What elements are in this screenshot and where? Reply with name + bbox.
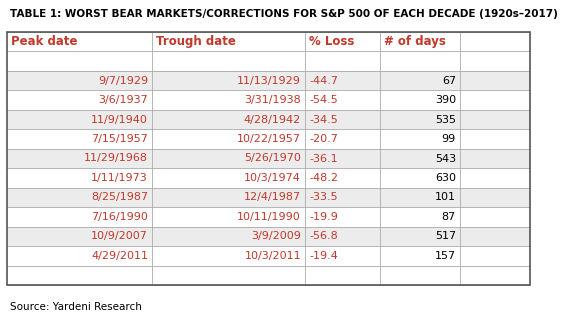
Text: 101: 101 xyxy=(435,193,456,202)
Bar xyxy=(7,188,530,207)
Text: 99: 99 xyxy=(442,134,456,144)
Bar xyxy=(7,149,530,168)
Bar xyxy=(7,129,530,149)
Text: -33.5: -33.5 xyxy=(309,193,337,202)
Text: 10/11/1990: 10/11/1990 xyxy=(237,212,301,222)
Text: 67: 67 xyxy=(442,76,456,86)
Text: 7/15/1957: 7/15/1957 xyxy=(91,134,148,144)
Text: 3/6/1937: 3/6/1937 xyxy=(98,95,148,105)
Text: -36.1: -36.1 xyxy=(309,154,337,163)
Bar xyxy=(7,51,530,71)
Text: Source: Yardeni Research: Source: Yardeni Research xyxy=(10,302,142,312)
Text: 87: 87 xyxy=(442,212,456,222)
Text: 11/29/1968: 11/29/1968 xyxy=(84,154,148,163)
Text: 7/16/1990: 7/16/1990 xyxy=(91,212,148,222)
Text: 157: 157 xyxy=(435,251,456,261)
Text: -44.7: -44.7 xyxy=(309,76,338,86)
Text: % Loss: % Loss xyxy=(309,35,354,48)
Text: 535: 535 xyxy=(435,114,456,125)
Text: 10/3/2011: 10/3/2011 xyxy=(244,251,301,261)
Text: # of days: # of days xyxy=(384,35,446,48)
Text: 10/9/2007: 10/9/2007 xyxy=(91,231,148,241)
Text: -19.9: -19.9 xyxy=(309,212,338,222)
Text: -19.4: -19.4 xyxy=(309,251,338,261)
Text: 4/29/2011: 4/29/2011 xyxy=(91,251,148,261)
Text: 5/26/1970: 5/26/1970 xyxy=(244,154,301,163)
Bar xyxy=(7,227,530,246)
Bar xyxy=(7,207,530,227)
Text: 12/4/1987: 12/4/1987 xyxy=(244,193,301,202)
Text: 8/25/1987: 8/25/1987 xyxy=(91,193,148,202)
Text: 3/31/1938: 3/31/1938 xyxy=(244,95,301,105)
Text: -20.7: -20.7 xyxy=(309,134,338,144)
Text: 9/7/1929: 9/7/1929 xyxy=(98,76,148,86)
Bar xyxy=(7,32,530,51)
Text: 10/22/1957: 10/22/1957 xyxy=(237,134,301,144)
Bar xyxy=(7,71,530,91)
Bar xyxy=(7,110,530,129)
Text: Trough date: Trough date xyxy=(156,35,236,48)
Text: 517: 517 xyxy=(435,231,456,241)
Text: -48.2: -48.2 xyxy=(309,173,338,183)
Text: -34.5: -34.5 xyxy=(309,114,338,125)
Bar xyxy=(7,91,530,110)
Bar xyxy=(7,246,530,266)
Text: 11/13/1929: 11/13/1929 xyxy=(237,76,301,86)
Bar xyxy=(7,32,530,285)
Text: TABLE 1: WORST BEAR MARKETS/CORRECTIONS FOR S&P 500 OF EACH DECADE (1920s–2017): TABLE 1: WORST BEAR MARKETS/CORRECTIONS … xyxy=(10,9,558,19)
Text: 1/11/1973: 1/11/1973 xyxy=(91,173,148,183)
Text: 390: 390 xyxy=(435,95,456,105)
Text: -56.8: -56.8 xyxy=(309,231,338,241)
Bar xyxy=(7,266,530,285)
Text: 543: 543 xyxy=(435,154,456,163)
Bar xyxy=(7,168,530,188)
Text: -54.5: -54.5 xyxy=(309,95,338,105)
Text: Peak date: Peak date xyxy=(11,35,77,48)
Text: 630: 630 xyxy=(435,173,456,183)
Text: 10/3/1974: 10/3/1974 xyxy=(244,173,301,183)
Text: 11/9/1940: 11/9/1940 xyxy=(91,114,148,125)
Text: 3/9/2009: 3/9/2009 xyxy=(251,231,301,241)
Text: 4/28/1942: 4/28/1942 xyxy=(244,114,301,125)
